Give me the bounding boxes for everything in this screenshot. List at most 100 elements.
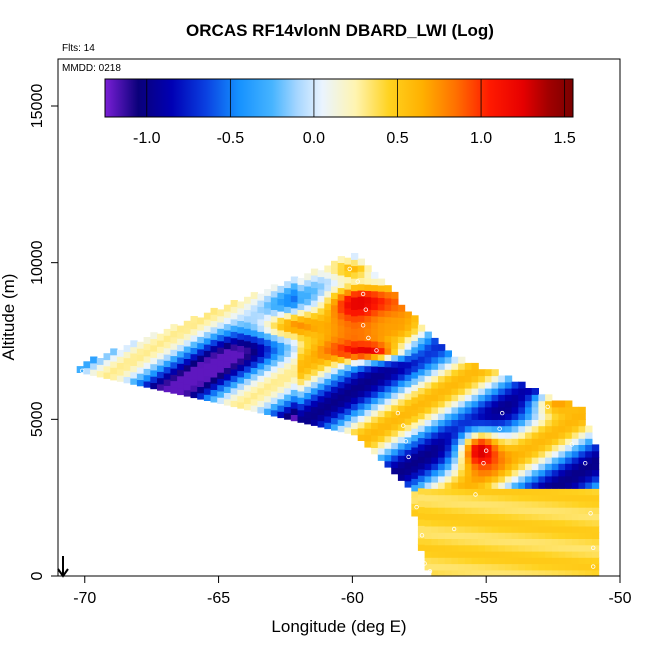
- heatmap-cell: [591, 550, 600, 558]
- heatmap-cell: [404, 468, 412, 475]
- x-tick-label: -65: [207, 590, 230, 607]
- heatmap-cell: [244, 328, 252, 336]
- heatmap-cell: [250, 404, 258, 412]
- track-point: [360, 291, 366, 297]
- heatmap-cell: [511, 419, 519, 427]
- heatmap-cell: [404, 355, 412, 363]
- heatmap-cell: [371, 447, 379, 455]
- heatmap-cell: [277, 304, 285, 312]
- heatmap-cell: [391, 348, 399, 356]
- heatmap-cell: [223, 386, 232, 393]
- heatmap-cell: [538, 419, 546, 427]
- heatmap-cell: [223, 342, 232, 350]
- heatmap-cell: [157, 352, 165, 360]
- heatmap-cell: [417, 493, 426, 501]
- heatmap-cell: [170, 368, 178, 375]
- heatmap-cell: [257, 300, 265, 307]
- heatmap-cell: [404, 436, 412, 444]
- heatmap-cell: [518, 525, 526, 533]
- heatmap-cell: [464, 544, 473, 552]
- heatmap-cell: [558, 557, 566, 565]
- heatmap-cell: [424, 544, 432, 552]
- heatmap-cell: [438, 507, 446, 514]
- heatmap-cell: [578, 519, 586, 527]
- heatmap-cell: [545, 475, 553, 483]
- heatmap-cell: [357, 277, 365, 285]
- heatmap-cell: [431, 544, 439, 552]
- heatmap-cell: [431, 488, 439, 496]
- heatmap-cell: [96, 370, 105, 378]
- heatmap-cell: [203, 331, 212, 339]
- heatmap-cell: [551, 538, 560, 546]
- heatmap-cell: [324, 347, 332, 354]
- heatmap-cell: [364, 327, 372, 335]
- heatmap-cell: [324, 340, 332, 348]
- heatmap-cell: [237, 370, 245, 378]
- heatmap-cell: [344, 326, 352, 334]
- heatmap-cell: [444, 532, 452, 539]
- heatmap-cell: [304, 367, 312, 375]
- heatmap-cell: [83, 361, 91, 369]
- heatmap-cell: [404, 386, 412, 394]
- heatmap-cell: [558, 569, 566, 577]
- heatmap-cell: [371, 422, 379, 430]
- heatmap-cell: [397, 411, 406, 419]
- heatmap-cell: [304, 285, 312, 293]
- heatmap-cell: [310, 406, 319, 414]
- heatmap-cell: [484, 488, 493, 496]
- heatmap-cell: [297, 372, 305, 379]
- heatmap-cell: [183, 327, 192, 334]
- y-tick-label: 15000: [29, 84, 46, 129]
- heatmap-cell: [578, 450, 586, 458]
- heatmap-cell: [351, 303, 359, 310]
- heatmap-cell: [464, 482, 473, 489]
- heatmap-cell: [571, 513, 580, 521]
- heatmap-cell: [518, 557, 526, 565]
- heatmap-cell: [538, 444, 546, 452]
- track-point: [481, 461, 486, 466]
- heatmap-cell: [498, 507, 506, 514]
- heatmap-cell: [511, 494, 519, 502]
- heatmap-cell: [210, 307, 218, 315]
- heatmap-cell: [464, 450, 473, 458]
- heatmap-cell: [578, 569, 586, 577]
- heatmap-cell: [491, 538, 499, 546]
- heatmap-cell: [538, 569, 546, 577]
- heatmap-cell: [417, 418, 426, 426]
- heatmap-cell: [431, 444, 439, 452]
- heatmap-cell: [371, 384, 379, 392]
- heatmap-cell: [377, 278, 386, 286]
- heatmap-cell: [257, 387, 265, 395]
- heatmap-cell: [257, 293, 265, 301]
- heatmap-cell: [270, 309, 279, 317]
- heatmap-cell: [264, 383, 272, 390]
- heatmap-cell: [444, 550, 452, 558]
- heatmap-cell: [471, 550, 479, 558]
- heatmap-cell: [431, 463, 439, 471]
- heatmap-cell: [484, 482, 493, 489]
- heatmap-cell: [190, 334, 198, 342]
- heatmap-cell: [458, 544, 466, 552]
- heatmap-cell: [297, 359, 305, 367]
- heatmap-cell: [531, 513, 539, 521]
- heatmap-cell: [571, 519, 580, 527]
- heatmap-cell: [197, 342, 205, 350]
- heatmap-cell: [491, 475, 499, 483]
- heatmap-cell: [458, 362, 466, 370]
- heatmap-cell: [257, 343, 265, 351]
- heatmap-cell: [471, 507, 479, 514]
- heatmap-cell: [417, 368, 426, 376]
- heatmap-cell: [357, 427, 365, 435]
- heatmap-cell: [397, 317, 406, 325]
- heatmap-cell: [551, 513, 560, 521]
- heatmap-cell: [123, 370, 131, 377]
- heatmap-cell: [290, 395, 299, 403]
- heatmap-cell: [123, 345, 131, 352]
- heatmap-cell: [424, 482, 432, 489]
- heatmap-cell: [444, 444, 452, 452]
- heatmap-cell: [177, 356, 185, 364]
- heatmap-cell: [458, 375, 466, 383]
- heatmap-cell: [591, 456, 600, 464]
- heatmap-cell: [531, 406, 539, 414]
- heatmap-cell: [404, 405, 412, 413]
